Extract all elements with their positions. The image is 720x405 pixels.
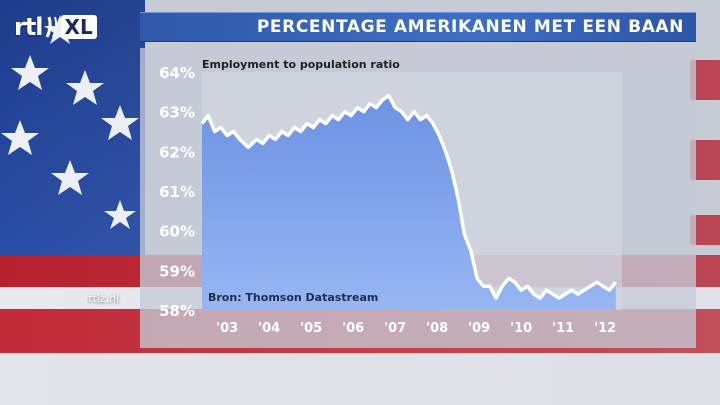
y-tick-label: 60% <box>159 223 195 241</box>
x-tick-label: '12 <box>594 321 616 336</box>
y-tick-label: 59% <box>159 262 195 280</box>
logo-text: rtl <box>14 13 44 41</box>
chart: 64% 63% 62% 61% 60% 59% 58% '03 '04 '05 '06 '07 '08… <box>159 58 622 336</box>
y-tick-label: 63% <box>159 104 195 122</box>
channel-logo: rtl XL <box>14 13 97 41</box>
chart-source: Bron: Thomson Datastream <box>208 291 378 304</box>
x-tick-label: '09 <box>468 321 490 336</box>
logo-wave-icon <box>45 16 57 38</box>
logo-suffix: XL <box>60 15 97 39</box>
series-area <box>202 95 616 310</box>
series-line <box>200 94 618 300</box>
page-title: PERCENTAGE AMERIKANEN MET EEN BAAN <box>256 17 684 37</box>
x-tick-label: '11 <box>552 321 574 336</box>
x-tick-label: '03 <box>216 321 238 336</box>
site-url: rtlz.nl <box>88 292 120 305</box>
x-tick-label: '05 <box>300 321 322 336</box>
x-tick-label: '08 <box>426 321 448 336</box>
x-tick-label: '07 <box>384 321 406 336</box>
y-tick-label: 64% <box>159 64 195 82</box>
x-tick-label: '04 <box>258 321 280 336</box>
y-tick-label: 58% <box>159 302 195 320</box>
y-tick-label: 62% <box>159 143 195 161</box>
x-tick-label: '10 <box>510 321 532 336</box>
title-banner: PERCENTAGE AMERIKANEN MET EEN BAAN <box>140 12 696 42</box>
x-tick-label: '06 <box>342 321 364 336</box>
y-tick-label: 61% <box>159 183 195 201</box>
chart-title: Employment to population ratio <box>202 58 400 71</box>
